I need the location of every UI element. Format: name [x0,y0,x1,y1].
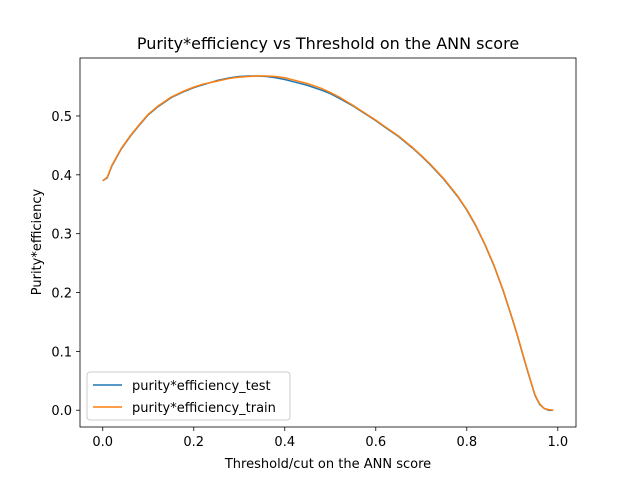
chart-title: Purity*efficiency vs Threshold on the AN… [137,34,519,53]
y-tick-label: 0.5 [51,110,72,125]
legend-label-train: purity*efficiency_train [132,401,276,416]
x-axis-ticks: 0.0 0.2 0.4 0.6 0.8 1.0 [92,427,568,450]
plot-area [80,58,576,427]
x-axis-label: Threshold/cut on the ANN score [224,457,431,472]
legend-box [86,371,291,421]
y-tick-label: 0.3 [51,228,72,243]
y-axis-label: Purity*efficiency [30,188,45,295]
y-axis-ticks: 0.0 0.1 0.2 0.3 0.4 0.5 [51,110,80,419]
legend-label-test: purity*efficiency_test [132,379,271,394]
x-tick-label: 0.6 [365,435,386,450]
y-tick-label: 0.0 [51,404,72,419]
x-tick-label: 0.8 [456,435,477,450]
x-tick-label: 0.2 [183,435,204,450]
x-tick-label: 0.4 [274,435,295,450]
y-tick-label: 0.2 [51,287,72,302]
legend: purity*efficiency_test purity*efficiency… [86,371,291,421]
x-tick-label: 0.0 [92,435,113,450]
series-line-train [102,75,554,411]
y-tick-label: 0.4 [51,169,72,184]
x-tick-label: 1.0 [547,435,568,450]
series-lines [102,75,554,411]
y-tick-label: 0.1 [51,345,72,360]
plot-frame [79,57,577,428]
